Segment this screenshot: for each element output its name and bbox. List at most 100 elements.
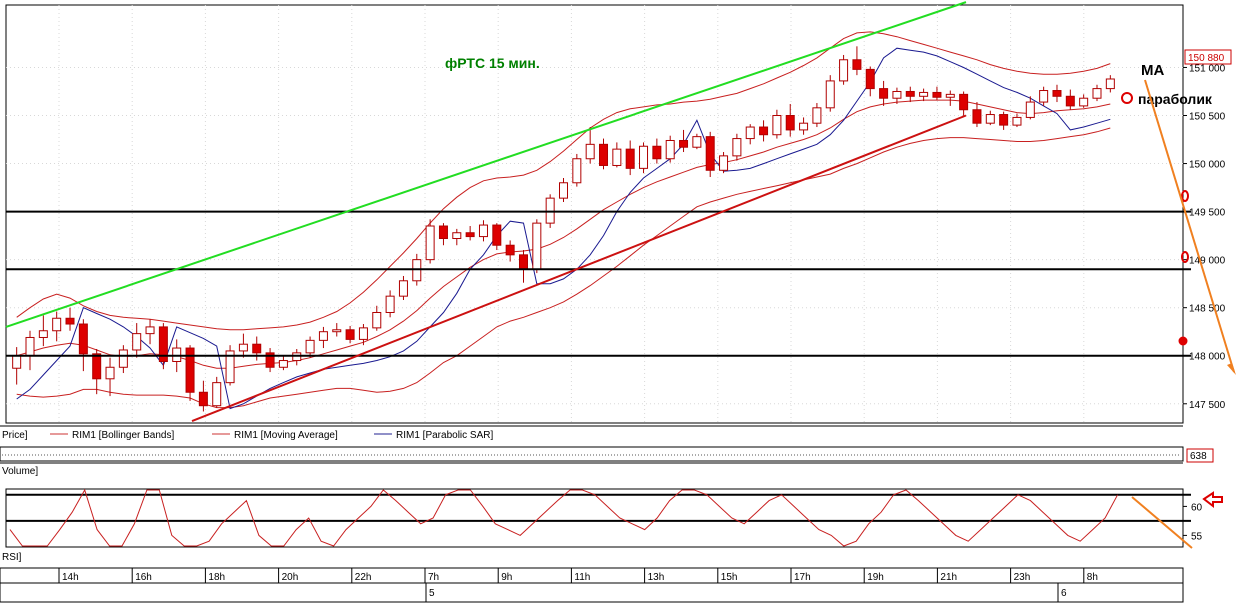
candle-body xyxy=(78,323,88,355)
candle-body xyxy=(839,59,849,82)
time-tick-label: 9h xyxy=(501,572,512,583)
candle-body xyxy=(732,138,742,157)
candle-body xyxy=(225,350,235,384)
candle-body xyxy=(825,80,835,109)
candle-body xyxy=(572,158,582,184)
price-tick-label: 147 500 xyxy=(1189,400,1226,411)
candle-body xyxy=(665,139,675,160)
candle-body xyxy=(212,382,222,407)
level-marker-icon xyxy=(1178,336,1188,346)
time-tick-label: 7h xyxy=(428,572,439,583)
time-tick-label: 19h xyxy=(867,572,884,583)
candle-body xyxy=(518,254,528,270)
candle-body xyxy=(652,145,662,160)
candles xyxy=(12,46,1115,412)
price-tick-label: 150 000 xyxy=(1189,160,1226,171)
candle-body xyxy=(999,114,1009,126)
candle-body xyxy=(612,148,622,166)
legend-bollinger: RIM1 [Bollinger Bands] xyxy=(72,430,174,441)
candle-body xyxy=(1039,90,1049,103)
candle-body xyxy=(265,352,275,368)
rsi-tick-label: 55 xyxy=(1191,531,1203,542)
candle-body xyxy=(385,295,395,313)
time-tick-label: 20h xyxy=(282,572,299,583)
candle-body xyxy=(585,143,595,160)
candle-body xyxy=(92,353,102,380)
forecast-arrow xyxy=(1144,79,1235,373)
ma-annotation: MA xyxy=(1141,62,1164,79)
candle-body xyxy=(198,391,208,407)
candle-body xyxy=(745,126,755,140)
rsi-label: RSI] xyxy=(2,552,22,563)
candle-body xyxy=(558,182,569,199)
rsi-tick-label: 60 xyxy=(1191,502,1203,513)
time-tick-label: 23h xyxy=(1014,572,1031,583)
price-tick-label: 151 000 xyxy=(1189,63,1226,74)
moving-average-line xyxy=(16,99,1111,369)
candle-body xyxy=(799,122,809,131)
candle-body xyxy=(959,93,969,111)
price-tick-label: 148 000 xyxy=(1189,352,1226,363)
time-tick-label: 13h xyxy=(648,572,665,583)
time-tick-label: 11h xyxy=(574,572,590,583)
candle-body xyxy=(238,343,248,352)
candle-body xyxy=(305,339,315,354)
price-tick-label: 149 000 xyxy=(1189,256,1226,267)
candle-body xyxy=(438,225,448,240)
candle-body xyxy=(358,327,368,340)
price-axis-ticks: 147 500 148 000 148 500 149 000 149 500 150 0… xyxy=(1183,63,1226,411)
time-tick-label: 22h xyxy=(355,572,372,583)
volume-value-box xyxy=(1186,448,1214,463)
candle-body xyxy=(785,115,795,131)
candle-body xyxy=(492,224,502,246)
rsi-line xyxy=(9,488,1119,547)
trendline xyxy=(5,1,967,328)
candle-body xyxy=(105,366,115,380)
time-tick-label: 14h xyxy=(62,572,79,583)
rsi-series: 60 55 xyxy=(6,488,1203,547)
candle-body xyxy=(38,330,48,338)
price-tick-label: 149 500 xyxy=(1189,208,1226,219)
candle-body xyxy=(278,360,288,368)
time-tick-label: 16h xyxy=(135,572,152,583)
candle-body xyxy=(1079,97,1089,107)
candle-body xyxy=(892,90,902,99)
sar-marker-icon xyxy=(1121,92,1133,104)
time-tick-label: 18h xyxy=(208,572,225,583)
price-tick-label: 150 500 xyxy=(1189,112,1226,123)
candle-body xyxy=(919,91,929,97)
candle-body xyxy=(185,347,195,393)
horizontal-levels xyxy=(6,210,1191,357)
candle-body xyxy=(425,225,435,261)
trendlines xyxy=(5,1,967,423)
legend-sar: RIM1 [Parabolic SAR] xyxy=(396,430,493,441)
candle-body xyxy=(318,331,328,341)
candle-body xyxy=(865,68,875,90)
candle-body xyxy=(465,232,475,238)
candle-body xyxy=(639,145,649,169)
trendline xyxy=(191,114,967,423)
price-tick-label: 148 500 xyxy=(1189,304,1226,315)
candle-body xyxy=(705,136,715,171)
candle-body xyxy=(1052,90,1062,97)
candle-body xyxy=(812,107,822,124)
legend-ma: RIM1 [Moving Average] xyxy=(234,430,338,441)
candle-body xyxy=(1092,88,1102,99)
candle-body xyxy=(879,88,889,99)
candle-body xyxy=(1105,78,1115,90)
chart-title: фРТС 15 мин. xyxy=(445,55,540,71)
candle-body xyxy=(118,349,128,368)
candle-body xyxy=(345,329,355,340)
candle-body xyxy=(972,109,982,124)
price-panel-frame xyxy=(5,4,1184,424)
bollinger-upper-line xyxy=(16,31,1111,331)
candle-body xyxy=(625,148,635,169)
time-axis-ticks: 14h 16h 18h 20h 22h 7h 9h 11h 13h 15h 17h 19h 21h 23h… xyxy=(58,568,1098,602)
candle-body xyxy=(478,224,488,238)
current-price-label: 150 880 xyxy=(1188,53,1225,64)
candle-body xyxy=(25,336,35,357)
level-marker-icon xyxy=(1181,251,1189,263)
candle-body xyxy=(398,280,408,297)
